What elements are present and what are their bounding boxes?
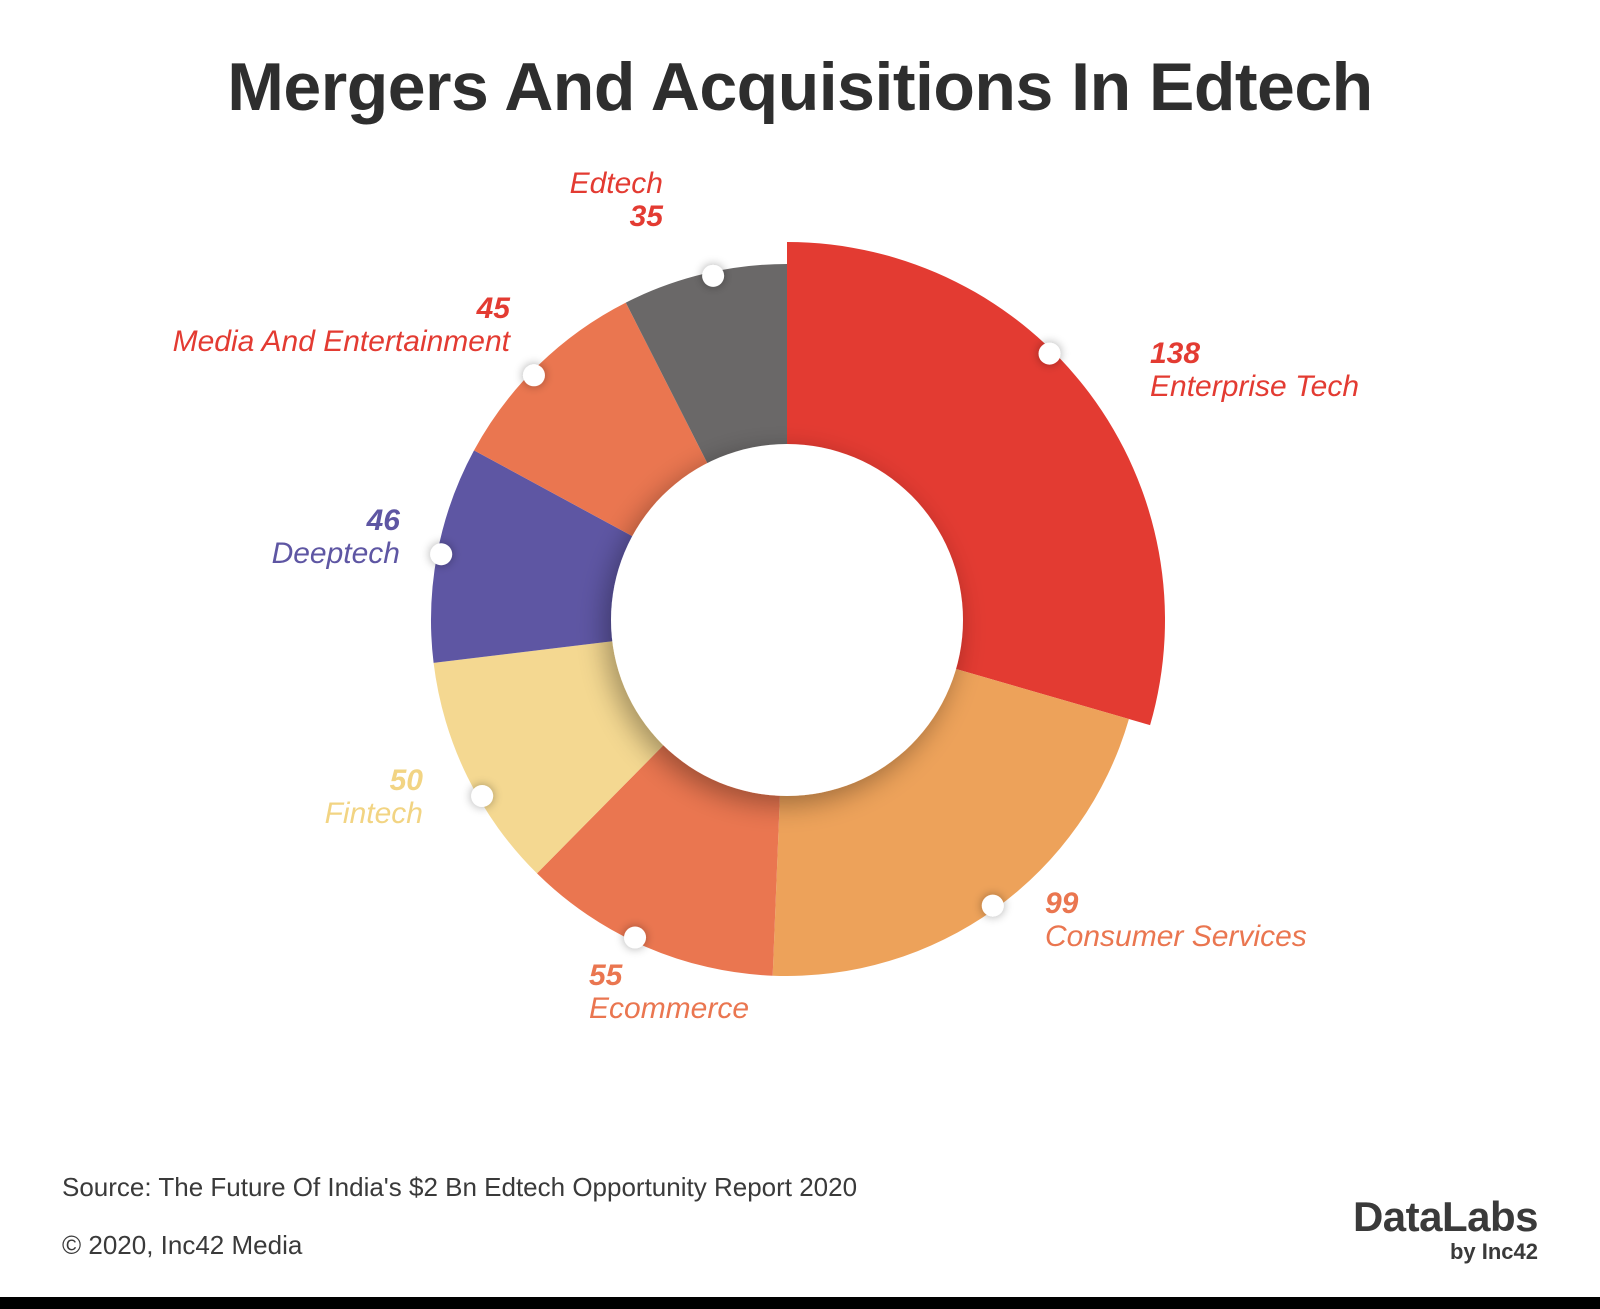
slice-fintech: [433, 638, 682, 874]
brand-name: DataLabs: [1352, 1193, 1539, 1240]
marker-dot-enterprise-tech: [1038, 342, 1061, 365]
marker-dot-media-and-entertainment: [522, 364, 545, 387]
data-label-name-consumer-services: Consumer Services: [1045, 920, 1307, 953]
slice-enterprise-tech: [787, 242, 1165, 726]
data-label-name-media-and-entertainment: Media And Entertainment: [173, 325, 512, 358]
data-label-value-consumer-services: 99: [1045, 887, 1079, 920]
source-note: Source: The Future Of India's $2 Bn Edte…: [62, 1172, 858, 1202]
marker-dot-edtech: [702, 264, 725, 287]
marker-dot-deeptech: [430, 543, 453, 566]
slice-deeptech: [431, 450, 656, 663]
donut-hole: [611, 444, 963, 796]
brand-logo: DataLabs by Inc42: [1352, 1193, 1539, 1265]
marker-dot-consumer-services: [981, 894, 1004, 917]
data-label-value-deeptech: 46: [366, 504, 401, 537]
data-label-value-media-and-entertainment: 45: [476, 292, 512, 325]
data-label-value-edtech: 35: [630, 200, 665, 233]
data-label-name-deeptech: Deeptech: [272, 537, 400, 570]
marker-dot-ecommerce: [624, 926, 647, 949]
chart-title: Mergers And Acquisitions In Edtech: [227, 49, 1373, 125]
data-label-value-fintech: 50: [390, 764, 424, 797]
brand-subtitle: by Inc42: [1449, 1239, 1538, 1264]
slice-ecommerce: [536, 726, 781, 976]
slice-media-and-entertainment: [474, 302, 720, 549]
slice-edtech: [625, 264, 787, 487]
data-label-name-edtech: Edtech: [570, 167, 663, 200]
copyright-note: © 2020, Inc42 Media: [62, 1230, 303, 1260]
slice-consumer-services: [772, 661, 1129, 976]
bottom-bar: [0, 1297, 1600, 1309]
data-label-name-ecommerce: Ecommerce: [589, 992, 749, 1025]
data-label-value-enterprise-tech: 138: [1150, 337, 1200, 370]
marker-dot-fintech: [471, 785, 494, 807]
data-label-name-fintech: Fintech: [325, 797, 423, 830]
data-label-value-ecommerce: 55: [589, 959, 624, 992]
data-label-name-enterprise-tech: Enterprise Tech: [1150, 370, 1359, 403]
